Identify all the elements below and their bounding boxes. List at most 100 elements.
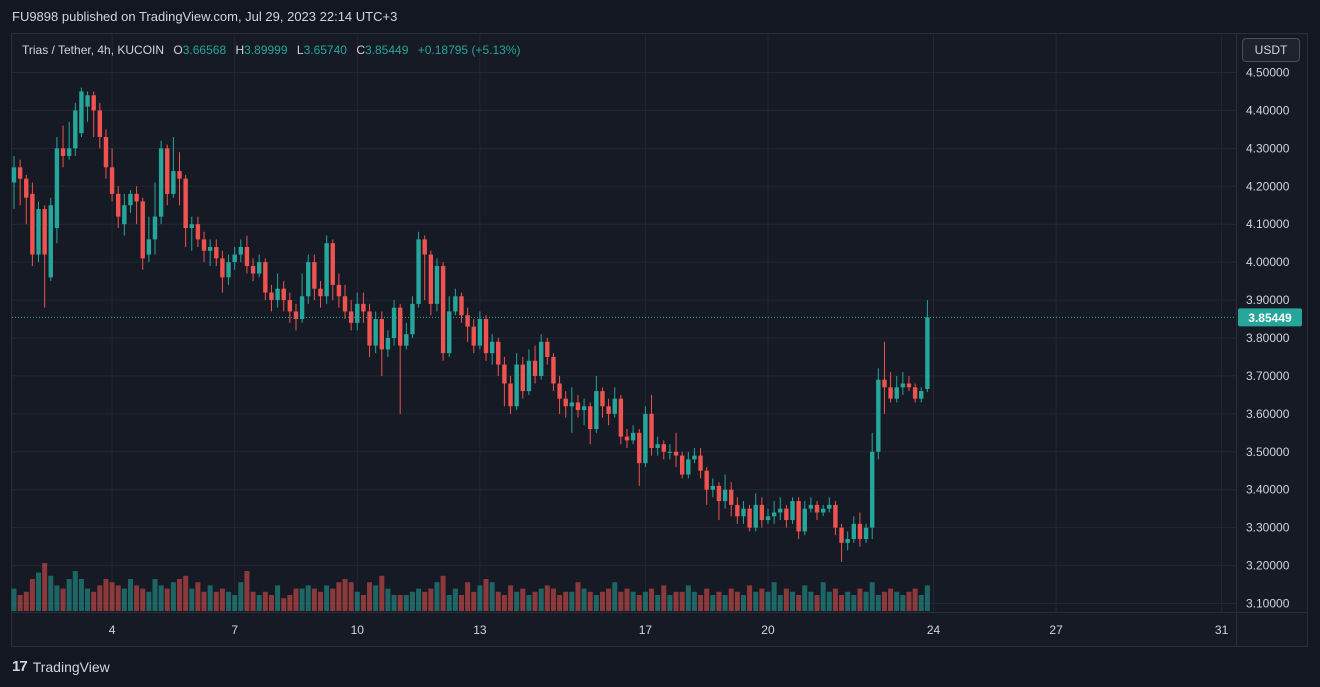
volume-bar [526, 595, 532, 611]
candle [263, 258, 268, 301]
volume-bar [612, 582, 618, 611]
y-tick-label: 3.40000 [1246, 483, 1290, 497]
candle [214, 239, 219, 266]
candle-body [483, 319, 489, 354]
candle [226, 254, 231, 285]
volume-bar [29, 579, 35, 611]
volume-bar [121, 588, 127, 611]
candle-body [171, 171, 176, 194]
candle-body [263, 262, 268, 293]
candle [894, 375, 899, 403]
candle [790, 497, 795, 524]
volume-bar [91, 591, 97, 611]
candle [103, 129, 109, 179]
candle-body [30, 193, 35, 255]
candle-body [532, 360, 538, 376]
x-tick-label: 24 [927, 623, 941, 637]
volume-bar [783, 588, 789, 611]
volume-bar [152, 579, 158, 611]
candle-body [134, 193, 139, 202]
candle-body [600, 391, 605, 407]
volume-bar [465, 582, 471, 611]
candle-body [116, 193, 121, 217]
volume-bar [599, 591, 605, 611]
currency-button[interactable]: USDT [1242, 38, 1300, 62]
candle [863, 523, 869, 543]
volume-bar [434, 582, 440, 611]
volume-bar [520, 588, 526, 611]
candle [667, 444, 673, 460]
candle [66, 121, 72, 160]
candle [11, 155, 17, 210]
candle-body [275, 288, 280, 301]
candle [581, 398, 587, 426]
candle [820, 504, 826, 517]
volume-bar [606, 588, 612, 611]
volume-bar [299, 588, 305, 611]
candle [637, 429, 642, 486]
volume-bar [164, 588, 170, 611]
volume-bar [232, 595, 238, 611]
volume-bar [710, 595, 716, 611]
candle [416, 231, 421, 308]
candle-body [293, 311, 299, 320]
candle [551, 353, 556, 392]
candle [514, 353, 519, 411]
volume-bar [195, 582, 201, 611]
candle [679, 451, 685, 479]
volume-bar [268, 595, 274, 611]
volume-bar [814, 595, 820, 611]
volume-bar [857, 588, 863, 611]
volume-bar [238, 582, 244, 611]
candle [312, 254, 317, 301]
candle-body [232, 254, 237, 263]
candle [618, 394, 624, 445]
chart-panel[interactable] [11, 33, 1308, 647]
candle [158, 140, 164, 225]
candle-body [520, 364, 525, 392]
candle [336, 273, 342, 308]
candle [796, 497, 801, 540]
candle [630, 425, 636, 445]
candle-body [710, 485, 716, 490]
candle-body [655, 444, 660, 448]
candle-body [925, 317, 930, 389]
candle [778, 497, 783, 521]
candle-body [373, 319, 378, 346]
y-tick-label: 3.90000 [1246, 293, 1290, 307]
volume-bar [747, 585, 753, 611]
candle [220, 250, 225, 293]
candle [532, 345, 538, 384]
candle-body [692, 455, 697, 460]
volume-bar [661, 585, 667, 611]
candle-body [73, 110, 78, 149]
volume-bar [826, 591, 832, 611]
candle-body [367, 311, 372, 346]
volume-bar [201, 591, 207, 611]
volume-bar [452, 588, 458, 611]
candle-body [594, 391, 599, 430]
candle [330, 239, 335, 301]
time-axis: 4 7 10 13 17 20 24 27 31 [109, 623, 1229, 637]
candle-body [355, 303, 360, 323]
candle-body [177, 171, 182, 179]
price-axis: 3.10000 3.20000 3.30000 3.40000 3.50000 3.600… [1246, 66, 1290, 611]
candle-body [361, 303, 366, 312]
candle [269, 284, 274, 312]
candle [146, 216, 152, 263]
volume-bar [275, 585, 281, 611]
candle-body [698, 455, 703, 471]
open-value: 3.66568 [182, 43, 227, 57]
volume-bar [624, 588, 630, 611]
candle-body [422, 239, 427, 255]
candle [882, 341, 887, 414]
candle-body [391, 307, 397, 338]
candle [612, 387, 617, 418]
symbol-label[interactable]: Trias / Tether, 4h, KUCOIN [22, 43, 165, 57]
volume-bar [226, 591, 232, 611]
candle [827, 497, 832, 513]
volume-bar [103, 579, 109, 611]
candle-body [784, 508, 789, 521]
volume-bar [146, 591, 152, 611]
